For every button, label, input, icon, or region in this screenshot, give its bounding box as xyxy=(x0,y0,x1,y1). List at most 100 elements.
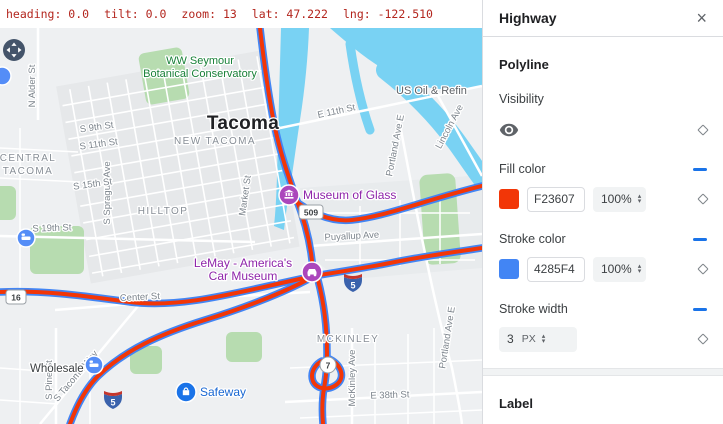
label-section-header: Label xyxy=(499,396,533,411)
interstate-shield-5: 5 xyxy=(344,274,362,292)
polyline-section-header: Polyline xyxy=(499,57,549,72)
map-pan-control[interactable] xyxy=(3,39,25,61)
stepper-icons[interactable]: ▴ ▾ xyxy=(541,332,546,345)
district-label: TACOMA xyxy=(3,166,53,177)
district-label: NEW TACOMA xyxy=(174,136,256,147)
stroke-width-control-row: 3 PX ▴ ▾ xyxy=(499,326,709,352)
downtown-blocks xyxy=(56,49,300,284)
fill-color-label-row: Fill color xyxy=(499,162,707,176)
museum-icon[interactable] xyxy=(278,184,300,206)
close-icon[interactable]: × xyxy=(696,8,707,28)
street-label: Center St xyxy=(120,291,161,304)
stroke-width-stepper[interactable]: 3 PX ▴ ▾ xyxy=(499,326,577,352)
stepper-up-icon: ▴ xyxy=(637,192,642,200)
svg-text:7: 7 xyxy=(326,361,331,371)
map-pane: heading: 0.0 tilt: 0.0 zoom: 13 lat: 47.… xyxy=(0,0,482,424)
fill-hex-input[interactable] xyxy=(527,186,585,212)
visibility-label: Visibility xyxy=(499,92,544,106)
museum-icon[interactable] xyxy=(301,261,323,283)
stepper-up-icon: ▴ xyxy=(541,332,546,340)
water xyxy=(274,28,482,230)
inheritance-diamond-icon[interactable] xyxy=(697,193,709,205)
poi-label-safeway[interactable]: Safeway xyxy=(199,384,248,401)
stepper-down-icon: ▾ xyxy=(637,198,642,205)
override-dash-icon xyxy=(693,237,707,241)
street-label: Puyallup Ave xyxy=(324,230,379,244)
stroke-color-swatch[interactable] xyxy=(499,259,519,279)
poi-label-conservatory[interactable]: Botanical Conservatory xyxy=(142,67,259,82)
poi-label-wholesale[interactable]: Wholesale xyxy=(29,362,85,377)
route-shield-7: 7 xyxy=(319,356,337,374)
fill-color-control-row: 100% ▴ ▾ xyxy=(499,186,709,212)
override-dash-icon xyxy=(693,167,707,171)
stepper-icons[interactable]: ▴ ▾ xyxy=(637,192,642,205)
stroke-hex-input[interactable] xyxy=(527,256,585,282)
camera-statusbar: heading: 0.0 tilt: 0.0 zoom: 13 lat: 47.… xyxy=(0,0,482,28)
lodging-icon[interactable] xyxy=(16,228,36,248)
district-label: CENTRAL xyxy=(0,153,56,164)
poi-label-us-oil[interactable]: US Oil & Refin xyxy=(395,84,469,99)
stepper-icons[interactable]: ▴ ▾ xyxy=(637,262,642,275)
section-divider xyxy=(483,368,723,376)
street-label: N Alder St xyxy=(27,64,38,107)
map-canvas[interactable]: 16 509 7 5 5 xyxy=(0,28,482,424)
poi-label-conservatory[interactable]: WW Seymour xyxy=(165,54,236,69)
lng-value: lng: -122.510 xyxy=(342,7,433,21)
heading-value: heading: 0.0 xyxy=(6,7,90,21)
eye-icon xyxy=(499,123,519,137)
street-label: S 19th St xyxy=(32,222,72,234)
lodging-icon[interactable] xyxy=(84,355,104,375)
stroke-color-label-row: Stroke color xyxy=(499,232,707,246)
store-icon[interactable] xyxy=(175,381,197,403)
street-label: S Pine St xyxy=(44,360,55,400)
fill-color-label: Fill color xyxy=(499,162,546,176)
route-shield-509: 509 xyxy=(298,204,324,220)
stroke-opacity-value: 100% xyxy=(601,262,632,276)
tilt-value: tilt: 0.0 xyxy=(104,7,167,21)
fill-opacity-stepper[interactable]: 100% ▴ ▾ xyxy=(593,186,647,212)
stroke-width-unit: PX xyxy=(521,333,536,345)
district-label: MCKINLEY xyxy=(317,334,379,345)
svg-text:16: 16 xyxy=(11,293,21,303)
stroke-width-label: Stroke width xyxy=(499,302,568,316)
poi-icon-edge[interactable] xyxy=(0,66,12,86)
poi-label-lemay[interactable]: LeMay - America's xyxy=(193,255,294,272)
route-shield-16: 16 xyxy=(5,289,27,305)
panel-header: Highway × xyxy=(483,0,723,37)
visibility-control-row xyxy=(499,118,709,142)
svg-text:5: 5 xyxy=(110,398,115,408)
stroke-width-label-row: Stroke width xyxy=(499,302,707,316)
street-grid xyxy=(62,56,295,277)
interstate-shield-5: 5 xyxy=(104,391,122,409)
svg-text:5: 5 xyxy=(350,281,355,291)
stepper-down-icon: ▾ xyxy=(541,338,546,345)
poi-label-museum-of-glass[interactable]: Museum of Glass xyxy=(302,187,398,204)
fill-opacity-value: 100% xyxy=(601,192,632,206)
stroke-color-control-row: 100% ▴ ▾ xyxy=(499,256,709,282)
inheritance-diamond-icon[interactable] xyxy=(697,333,709,345)
stroke-width-value: 3 xyxy=(507,332,514,346)
zoom-value: zoom: 13 xyxy=(181,7,237,21)
stepper-down-icon: ▾ xyxy=(637,268,642,275)
highway-lines xyxy=(0,28,482,424)
svg-text:509: 509 xyxy=(304,208,318,218)
street-label: S 9th St xyxy=(79,120,114,136)
fill-color-swatch[interactable] xyxy=(499,189,519,209)
street-label: S Sprague Ave xyxy=(102,161,113,224)
visibility-eye-button[interactable] xyxy=(499,120,519,140)
street-label: E 38th St xyxy=(370,389,410,401)
stroke-color-label: Stroke color xyxy=(499,232,566,246)
override-dash-icon xyxy=(693,307,707,311)
panel-title: Highway xyxy=(499,10,557,26)
poi-label-lemay[interactable]: Car Museum xyxy=(207,268,278,285)
stepper-up-icon: ▴ xyxy=(637,262,642,270)
style-panel: Highway × Polyline Visibility Fill color xyxy=(482,0,723,424)
street-label: McKinley Ave xyxy=(347,350,358,407)
visibility-label-row: Visibility xyxy=(499,92,707,106)
inheritance-diamond-icon[interactable] xyxy=(697,263,709,275)
inheritance-diamond-icon[interactable] xyxy=(697,124,709,136)
stroke-opacity-stepper[interactable]: 100% ▴ ▾ xyxy=(593,256,647,282)
district-label: HILLTOP xyxy=(138,206,189,217)
panel-body: Polyline Visibility Fill color xyxy=(483,57,723,424)
